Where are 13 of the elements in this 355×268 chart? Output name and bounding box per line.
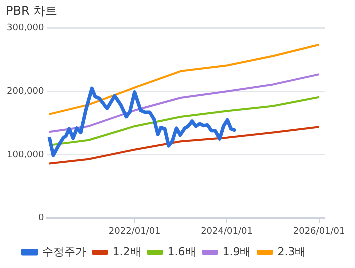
legend-label: 1.6배 <box>168 245 196 258</box>
legend-label: 1.2배 <box>112 245 142 258</box>
y-tick-label: 200,000 <box>7 87 44 98</box>
x-tick-label: 2022/01/01 <box>108 226 161 237</box>
x-tick-label: 2026/01/01 <box>293 226 346 237</box>
y-tick-label: 300,000 <box>7 24 44 34</box>
chart-title: PBR 차트 <box>5 3 59 20</box>
legend-label: 2.3배 <box>278 245 306 258</box>
legend-label: 수정주가 <box>42 245 86 258</box>
y-tick-label: 0 <box>38 214 44 224</box>
y-tick-label: 100,000 <box>7 150 44 160</box>
x-tick-label: 2024/01/01 <box>201 226 253 237</box>
legend-label: 1.9배 <box>222 245 252 258</box>
